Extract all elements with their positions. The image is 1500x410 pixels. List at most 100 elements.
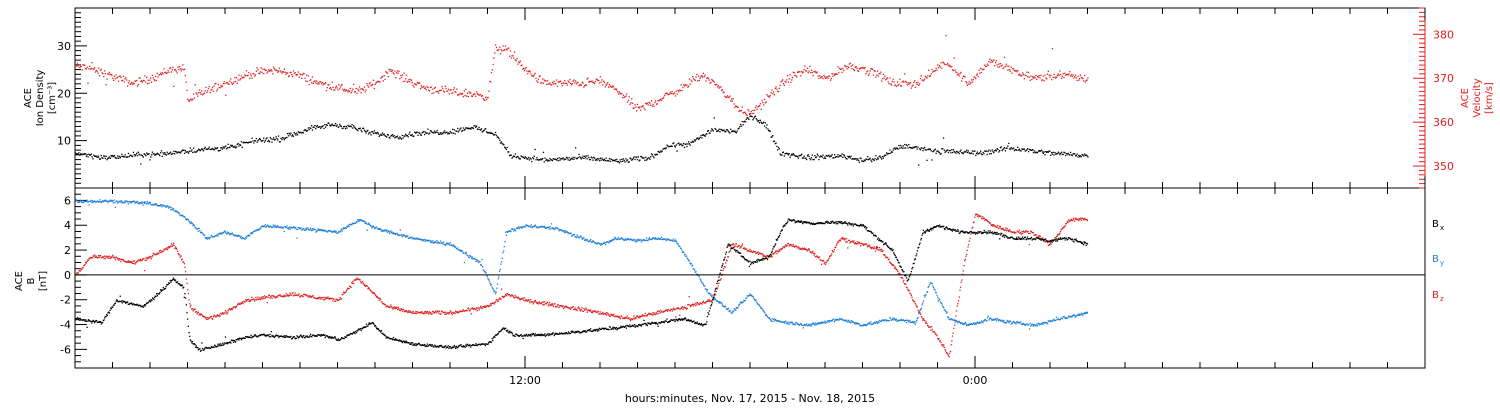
by-series-point bbox=[108, 200, 111, 202]
density-series-point bbox=[414, 132, 417, 134]
bz-series-point bbox=[341, 294, 343, 296]
bz-series-point bbox=[226, 312, 229, 314]
by-series-point bbox=[413, 237, 415, 239]
velocity-series-point bbox=[593, 82, 596, 85]
density-series-point bbox=[604, 160, 606, 162]
by-series-point bbox=[259, 227, 262, 230]
density-series-point bbox=[618, 162, 620, 164]
bz-series-point bbox=[185, 271, 187, 273]
velocity-series-point bbox=[491, 69, 493, 71]
by-series-point bbox=[178, 212, 180, 214]
velocity-series-point bbox=[234, 76, 236, 79]
by-series-point bbox=[694, 269, 696, 271]
bz-series-point bbox=[396, 306, 398, 308]
bz-series-point bbox=[255, 299, 258, 301]
by-series-point bbox=[104, 200, 106, 202]
by-series-point bbox=[1058, 319, 1060, 321]
density-series-point bbox=[926, 159, 928, 161]
density-series-point bbox=[347, 124, 349, 126]
bz-series-point bbox=[537, 301, 539, 304]
bz-series-point bbox=[527, 299, 530, 301]
velocity-series-point bbox=[851, 67, 853, 70]
velocity-series-point bbox=[431, 92, 433, 94]
density-series-point bbox=[377, 131, 379, 134]
by-series-point bbox=[320, 229, 322, 231]
velocity-series-point bbox=[864, 66, 866, 69]
density-series-point bbox=[961, 152, 964, 154]
bz-series-point bbox=[373, 292, 375, 294]
density-series-point bbox=[148, 153, 150, 155]
density-series-point bbox=[729, 132, 731, 134]
by-series-point bbox=[893, 319, 895, 321]
bz-series-point bbox=[490, 304, 493, 306]
velocity-series-point bbox=[1005, 63, 1007, 65]
density-series-point bbox=[990, 153, 992, 155]
by-series-point bbox=[491, 286, 493, 288]
density-series-point bbox=[730, 128, 732, 130]
density-series-point bbox=[680, 143, 682, 145]
density-series-point bbox=[241, 146, 243, 148]
density-series-point bbox=[636, 158, 639, 161]
density-series-point bbox=[699, 136, 701, 138]
by-series-point bbox=[603, 242, 605, 244]
density-series-point bbox=[571, 158, 573, 160]
density-series-point bbox=[523, 156, 525, 159]
by-series-point bbox=[579, 236, 581, 238]
by-series-point bbox=[993, 319, 995, 321]
by-series-point bbox=[962, 323, 964, 325]
bz-series-point bbox=[480, 305, 482, 307]
by-series-point bbox=[887, 320, 889, 322]
velocity-series-point bbox=[760, 108, 762, 110]
density-series-point bbox=[242, 142, 244, 144]
by-series-point bbox=[135, 201, 137, 203]
velocity-series-point bbox=[900, 85, 902, 87]
by-series-point bbox=[110, 200, 112, 202]
velocity-series-point bbox=[141, 81, 144, 83]
by-series-point bbox=[551, 227, 553, 229]
by-series-point bbox=[901, 319, 903, 322]
density-series-point bbox=[889, 149, 891, 151]
by-series-point bbox=[1013, 322, 1016, 324]
velocity-series-point bbox=[650, 104, 652, 106]
by-series-point bbox=[392, 232, 395, 234]
bz-series-point bbox=[293, 295, 295, 297]
velocity-series-point bbox=[559, 81, 561, 83]
by-series-point bbox=[276, 225, 279, 227]
velocity-series-point bbox=[257, 69, 259, 71]
by-series-point bbox=[1072, 315, 1074, 317]
density-series-point bbox=[92, 158, 94, 160]
bz-series-point bbox=[378, 297, 380, 299]
bz-series-point bbox=[307, 295, 309, 297]
density-series-point bbox=[722, 129, 724, 132]
by-series-point bbox=[1003, 319, 1005, 322]
density-series-point bbox=[1022, 148, 1024, 150]
density-series-point bbox=[1041, 149, 1043, 151]
by-series-point bbox=[794, 324, 796, 326]
density-series-point bbox=[544, 157, 546, 159]
velocity-series-point bbox=[921, 79, 923, 81]
density-series-point bbox=[914, 146, 917, 148]
density-series-point bbox=[625, 158, 627, 160]
velocity-series-point bbox=[920, 75, 922, 77]
by-series-point bbox=[274, 225, 277, 228]
density-series-point bbox=[1048, 150, 1050, 152]
by-series-point bbox=[344, 227, 346, 229]
by-series-point bbox=[1076, 314, 1078, 316]
by-series-point bbox=[692, 264, 694, 266]
velocity-series-point bbox=[645, 103, 648, 105]
density-series-point bbox=[140, 163, 142, 165]
velocity-series-point bbox=[520, 65, 522, 67]
density-series-point bbox=[627, 161, 630, 163]
velocity-series-point bbox=[751, 112, 753, 115]
bz-series-point bbox=[297, 294, 299, 296]
density-series-point bbox=[828, 154, 830, 156]
bz-series-point bbox=[576, 309, 578, 312]
density-series-point bbox=[671, 145, 673, 147]
bz-series-point bbox=[126, 261, 128, 264]
velocity-series-point bbox=[876, 74, 878, 76]
by-series-point bbox=[278, 226, 281, 228]
density-series-point bbox=[329, 125, 332, 127]
velocity-series-point bbox=[987, 64, 989, 66]
bz-series-point bbox=[83, 265, 85, 267]
by-series-point bbox=[534, 225, 536, 227]
